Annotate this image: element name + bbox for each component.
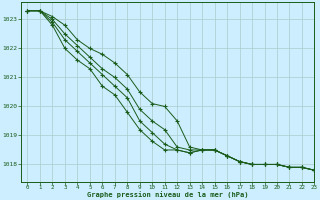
X-axis label: Graphe pression niveau de la mer (hPa): Graphe pression niveau de la mer (hPa) [87,191,249,198]
